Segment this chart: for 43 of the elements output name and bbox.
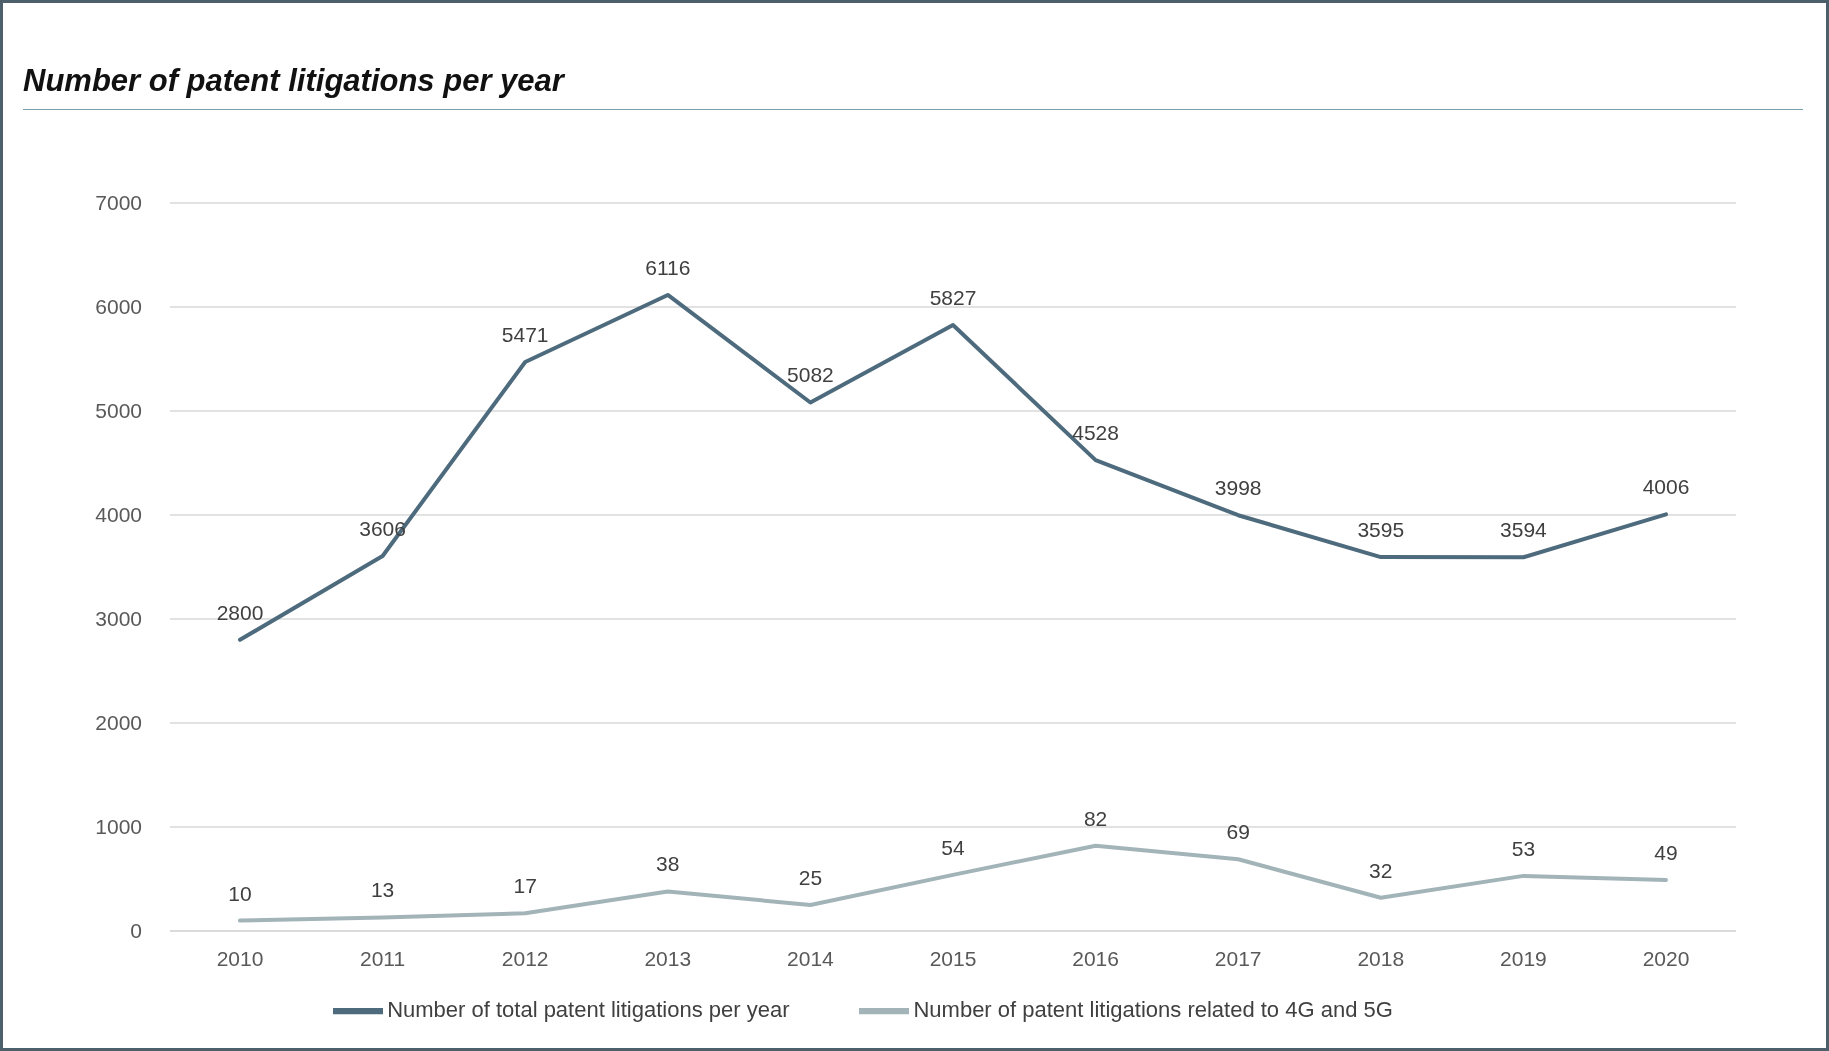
x-tick-label: 2016 <box>1072 946 1119 970</box>
data-label: 3595 <box>1357 518 1405 542</box>
data-label: 53 <box>1511 836 1536 860</box>
x-tick-label: 2010 <box>216 946 264 970</box>
chart-title: Number of patent litigations per year <box>23 63 564 98</box>
data-label: 5082 <box>787 363 834 387</box>
y-tick-label: 3000 <box>95 607 142 631</box>
data-label: 5471 <box>501 323 549 347</box>
data-label: 13 <box>370 878 395 902</box>
x-tick-label: 2015 <box>929 946 977 970</box>
x-tick-label: 2014 <box>787 946 835 970</box>
x-tick-label: 2020 <box>1642 946 1690 970</box>
data-label: 10 <box>228 881 252 905</box>
x-tick-label: 2018 <box>1357 946 1405 970</box>
data-label: 4528 <box>1072 421 1119 445</box>
y-tick-label: 1000 <box>95 815 142 839</box>
data-label: 38 <box>656 852 680 876</box>
x-tick-label: 2012 <box>501 946 549 970</box>
data-label: 4006 <box>1642 475 1690 499</box>
data-label: 25 <box>798 866 823 889</box>
x-tick-label: 2019 <box>1500 946 1547 970</box>
data-label: 17 <box>513 874 537 898</box>
y-tick-label: 5000 <box>95 399 142 423</box>
data-label: 3998 <box>1214 476 1262 500</box>
y-tick-label: 7000 <box>95 191 142 215</box>
data-label: 3594 <box>1500 518 1548 542</box>
data-label: 49 <box>1654 841 1678 865</box>
data-label: 69 <box>1226 820 1250 844</box>
data-label: 32 <box>1369 858 1393 882</box>
y-tick-label: 2000 <box>95 711 142 735</box>
x-tick-label: 2017 <box>1214 946 1262 970</box>
data-label: 82 <box>1083 806 1108 830</box>
data-label: 54 <box>941 835 965 859</box>
y-tick-label: 0 <box>130 919 142 943</box>
legend-label: Number of patent litigations related to 4G and 5G <box>913 996 1393 1022</box>
y-tick-label: 4000 <box>95 503 142 527</box>
data-label: 5827 <box>929 285 977 309</box>
data-label: 6116 <box>645 255 691 279</box>
y-tick-label: 6000 <box>95 295 142 319</box>
x-tick-label: 2011 <box>360 946 406 970</box>
legend-label: Number of total patent litigations per year <box>387 996 790 1022</box>
x-tick-label: 2013 <box>644 946 692 970</box>
data-label: 2800 <box>216 600 264 624</box>
